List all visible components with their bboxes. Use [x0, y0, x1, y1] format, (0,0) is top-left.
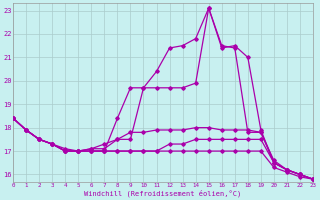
X-axis label: Windchill (Refroidissement éolien,°C): Windchill (Refroidissement éolien,°C): [84, 189, 242, 197]
